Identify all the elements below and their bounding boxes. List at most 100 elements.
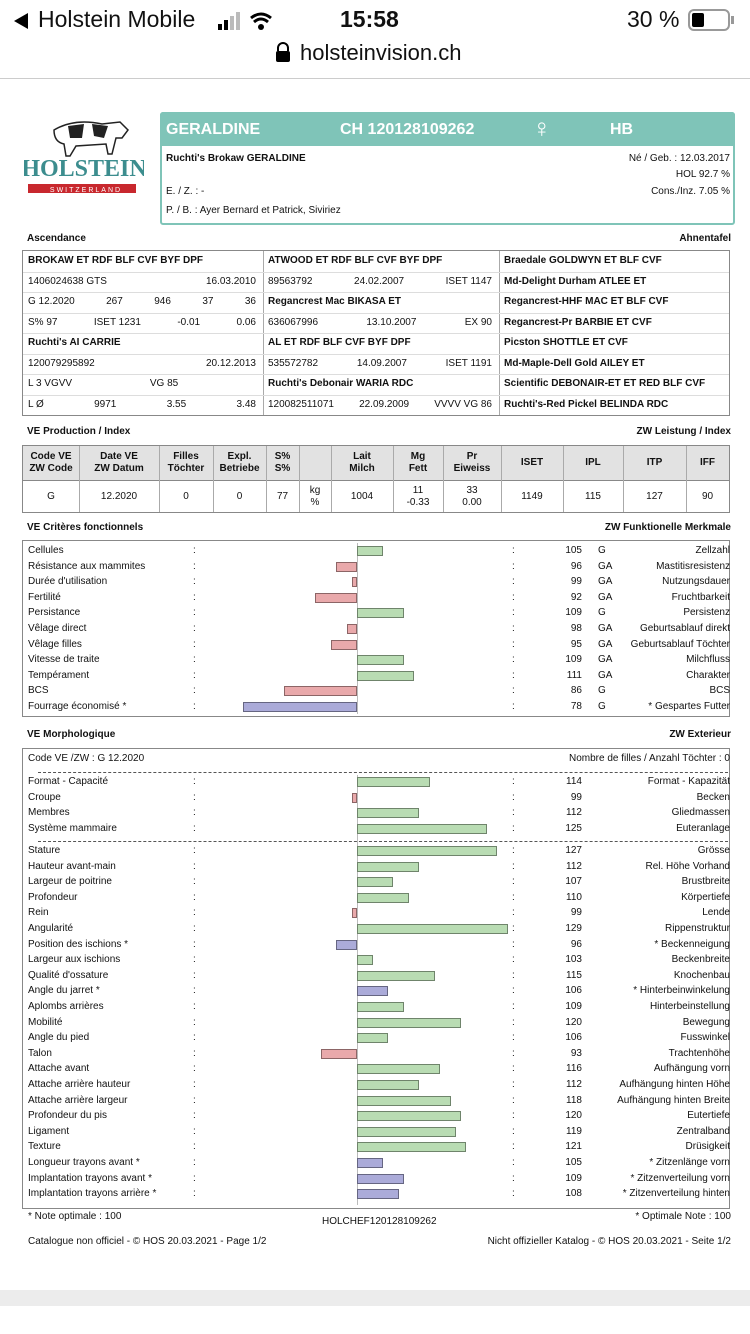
colon: :	[512, 669, 515, 681]
bar	[357, 1158, 383, 1168]
pedigree-row: L 3 VGVV VG 85	[28, 378, 256, 390]
trait-label-de: Zellzahl	[695, 545, 730, 556]
trait-label: Vitesse de traite	[28, 654, 100, 666]
dashed-line	[38, 772, 728, 773]
trait-label-de: * Zitzenverteilung hinten	[622, 1188, 730, 1200]
colon: :	[512, 1157, 515, 1168]
trait-label-de: Knochenbau	[673, 969, 730, 981]
col-line	[266, 446, 267, 512]
table-cell: 127	[623, 481, 686, 512]
trait-label: Largeur aux ischions	[28, 954, 121, 966]
pedigree-row: G 12.2020 267 946 37 36	[28, 296, 256, 308]
pedigree-cell: 120082511071	[268, 398, 334, 410]
table-cell: 1149	[501, 481, 563, 512]
trait-value: 115	[566, 969, 582, 981]
colon: :	[193, 1094, 196, 1106]
morph-code: Code VE /ZW : G 12.2020	[28, 753, 145, 764]
pedigree-row: Ruchti's Debonair WARIA RDC	[268, 378, 414, 389]
trait-value: 93	[570, 1047, 582, 1059]
table-cell: 77	[266, 481, 299, 512]
cell-text: Code VE	[30, 451, 72, 462]
trait-label: Implantation trayons avant *	[28, 1172, 152, 1184]
row-line	[499, 394, 729, 396]
colon: :	[193, 954, 196, 966]
row-line	[263, 292, 499, 293]
trait-label-de: * Zitzenverteilung vorn	[630, 1172, 731, 1184]
trait-code: GA	[598, 623, 613, 634]
trait-value: 96	[570, 938, 582, 950]
trait-label-de: Körpertiefe	[681, 891, 730, 903]
colon: :	[512, 1047, 515, 1059]
cell-text: 90	[701, 490, 714, 502]
pedigree-cell: 0.06	[236, 316, 256, 328]
colon: :	[193, 923, 196, 934]
colon: :	[193, 1032, 196, 1044]
cell-text: 33	[466, 484, 478, 496]
colon: :	[193, 791, 196, 803]
table-cell: 1004	[331, 481, 393, 512]
colon: :	[512, 807, 515, 819]
time: 15:58	[340, 6, 399, 32]
trait-value: 112	[566, 1079, 582, 1090]
colon: :	[512, 1188, 515, 1200]
pedigree-cell: 36	[244, 296, 256, 307]
row-line	[499, 333, 729, 334]
section-title: VE Production / Index	[27, 426, 131, 437]
pedigree-cell: 37	[202, 296, 214, 307]
pedigree-cell: -0.01	[177, 316, 201, 328]
bar	[357, 1173, 404, 1184]
colon: :	[193, 876, 196, 888]
colon: :	[193, 1079, 196, 1090]
trait-code: GA	[598, 654, 613, 666]
row-line	[23, 312, 263, 314]
pedigree-table: BROKAW ET RDF BLF CVF BYF DPF 1406024638 …	[22, 250, 730, 416]
cell-text: ZW Code	[29, 463, 73, 474]
row-line	[499, 271, 729, 273]
colon: :	[512, 1110, 515, 1122]
colon: :	[512, 685, 515, 697]
trait-label-de: Gliedmassen	[671, 807, 730, 819]
table-cell: 11 -0.33	[393, 481, 443, 512]
section-title: Ascendance	[27, 233, 86, 244]
trait-label: Implantation trayons arrière *	[28, 1188, 157, 1200]
trait-label: Vêlage direct	[28, 623, 87, 634]
col-line	[159, 446, 160, 512]
trait-label-de: Mastitisresistenz	[656, 560, 730, 572]
trait-code: GA	[598, 560, 613, 572]
col-line	[213, 446, 214, 512]
pedigree-cell: EX 90	[464, 316, 492, 328]
pedigree-cell: 120079295892	[28, 357, 95, 369]
pedigree-cell: S% 97	[28, 316, 58, 328]
row-line	[23, 374, 263, 375]
bar	[336, 561, 357, 572]
logo: HOLSTEIN SWITZERLAND	[24, 121, 144, 194]
row-line	[263, 333, 499, 334]
row-line	[263, 271, 499, 273]
table-cell: Mg Fett	[393, 446, 443, 480]
pedigree-cell: VG 85	[149, 378, 179, 389]
trait-label-de: Trachtenhöhe	[668, 1047, 730, 1059]
colon: :	[512, 907, 515, 919]
pedigree-cell: G 12.2020	[28, 296, 75, 307]
trait-label-de: Nutzungsdauer	[662, 576, 730, 588]
pedigree-cell: 13.10.2007	[366, 316, 417, 328]
row-line	[499, 374, 729, 375]
colon: :	[193, 685, 196, 697]
trait-label: Attache arrière largeur	[28, 1094, 128, 1106]
pedigree-cell: 24.02.2007	[354, 275, 405, 287]
back-arrow[interactable]	[12, 11, 32, 31]
trait-label-de: Lende	[702, 907, 730, 919]
bar	[346, 624, 357, 634]
header-band	[160, 112, 735, 146]
cell-text: G	[47, 490, 55, 502]
pedigree-cell: 20.12.2013	[205, 357, 256, 369]
cell-text: Pr	[466, 451, 478, 462]
cell-text: 12.2020	[100, 490, 138, 502]
colon: :	[512, 985, 515, 997]
trait-label-de: Eutertiefe	[687, 1110, 730, 1122]
bar	[320, 1048, 357, 1059]
trait-label: Tempérament	[28, 669, 90, 681]
url[interactable]: holsteinvision.ch	[300, 40, 462, 65]
colon: :	[512, 791, 515, 803]
